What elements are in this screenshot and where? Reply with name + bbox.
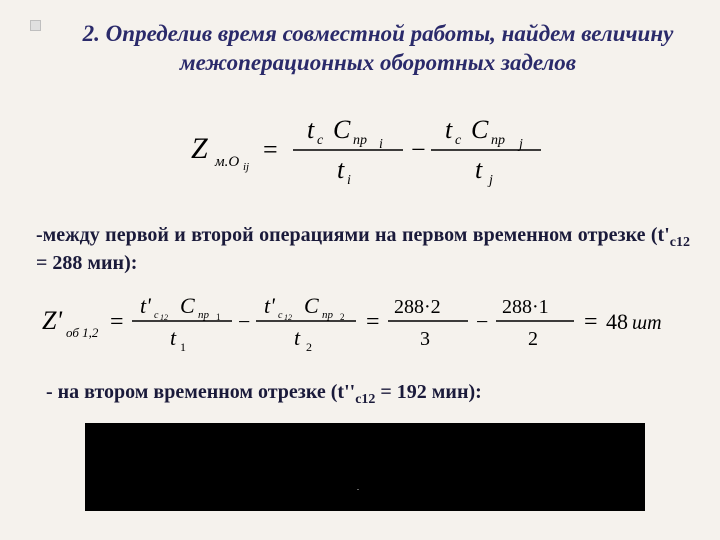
p1-pre: -между первой и второй операциями на пер… [36, 224, 670, 246]
svg-text:C: C [180, 293, 195, 318]
paragraph-1: -между первой и второй операциями на пер… [36, 223, 690, 276]
svg-text:c: c [455, 133, 462, 148]
svg-text:48: 48 [606, 309, 628, 334]
p1-sub: c12 [670, 235, 690, 250]
svg-text:−: − [411, 135, 426, 164]
svg-text:=: = [366, 309, 380, 335]
p2-post: = 192 мин): [375, 381, 481, 403]
svg-text:2: 2 [340, 312, 345, 322]
svg-text:1: 1 [180, 340, 186, 353]
svg-text:1: 1 [216, 312, 221, 322]
svg-text:2: 2 [528, 328, 538, 350]
svg-text:−: − [238, 309, 250, 334]
svg-text:м.О: м.О [214, 154, 239, 170]
bullet-marker [30, 20, 41, 31]
dot-mark: . [357, 483, 359, 492]
svg-text:2: 2 [306, 340, 312, 353]
svg-text:288·2: 288·2 [394, 296, 441, 318]
svg-text:12: 12 [160, 313, 168, 322]
svg-text:t: t [445, 115, 453, 144]
svg-text:Z: Z [191, 132, 208, 165]
main-formula: Z м.О ij = t c C np i t i − t c C [40, 108, 690, 193]
svg-text:=: = [263, 135, 278, 164]
svg-text:c: c [154, 310, 159, 321]
svg-text:np: np [322, 309, 334, 321]
svg-text:t: t [170, 325, 177, 350]
svg-text:t: t [475, 155, 483, 184]
svg-text:j: j [487, 173, 493, 188]
p1-post: = 288 мин): [36, 252, 137, 274]
svg-text:t': t' [140, 293, 151, 318]
svg-text:шт: шт [632, 312, 662, 334]
svg-text:C: C [304, 293, 319, 318]
svg-text:3: 3 [420, 328, 430, 350]
svg-text:ij: ij [243, 161, 249, 173]
svg-text:Z': Z' [42, 306, 62, 335]
svg-text:t: t [294, 325, 301, 350]
svg-text:об 1,2: об 1,2 [66, 325, 99, 340]
svg-text:c: c [278, 310, 283, 321]
svg-text:i: i [379, 137, 383, 152]
calc-formula: Z' об 1,2 = t' c 12 C np 1 t 1 − t' c [40, 289, 690, 358]
svg-text:i: i [347, 173, 351, 188]
svg-text:t': t' [264, 293, 275, 318]
svg-text:np: np [198, 309, 210, 321]
slide-title: 2. Определив время совместной работы, на… [66, 20, 690, 78]
svg-text:288·1: 288·1 [502, 296, 549, 318]
svg-text:=: = [110, 309, 124, 335]
svg-text:c: c [317, 133, 324, 148]
svg-text:=: = [584, 309, 598, 335]
svg-text:np: np [353, 133, 367, 148]
svg-text:t: t [337, 155, 345, 184]
svg-text:t: t [307, 115, 315, 144]
svg-text:C: C [471, 115, 489, 144]
paragraph-2: - на втором временном отрезке (t''c12 = … [40, 380, 690, 409]
redacted-block: . [85, 423, 645, 511]
svg-text:12: 12 [284, 313, 292, 322]
p2-pre: - на втором временном отрезке (t'' [46, 381, 355, 403]
svg-text:np: np [491, 133, 505, 148]
svg-text:−: − [476, 309, 488, 334]
svg-text:C: C [333, 115, 351, 144]
p2-sub: c12 [355, 392, 375, 407]
